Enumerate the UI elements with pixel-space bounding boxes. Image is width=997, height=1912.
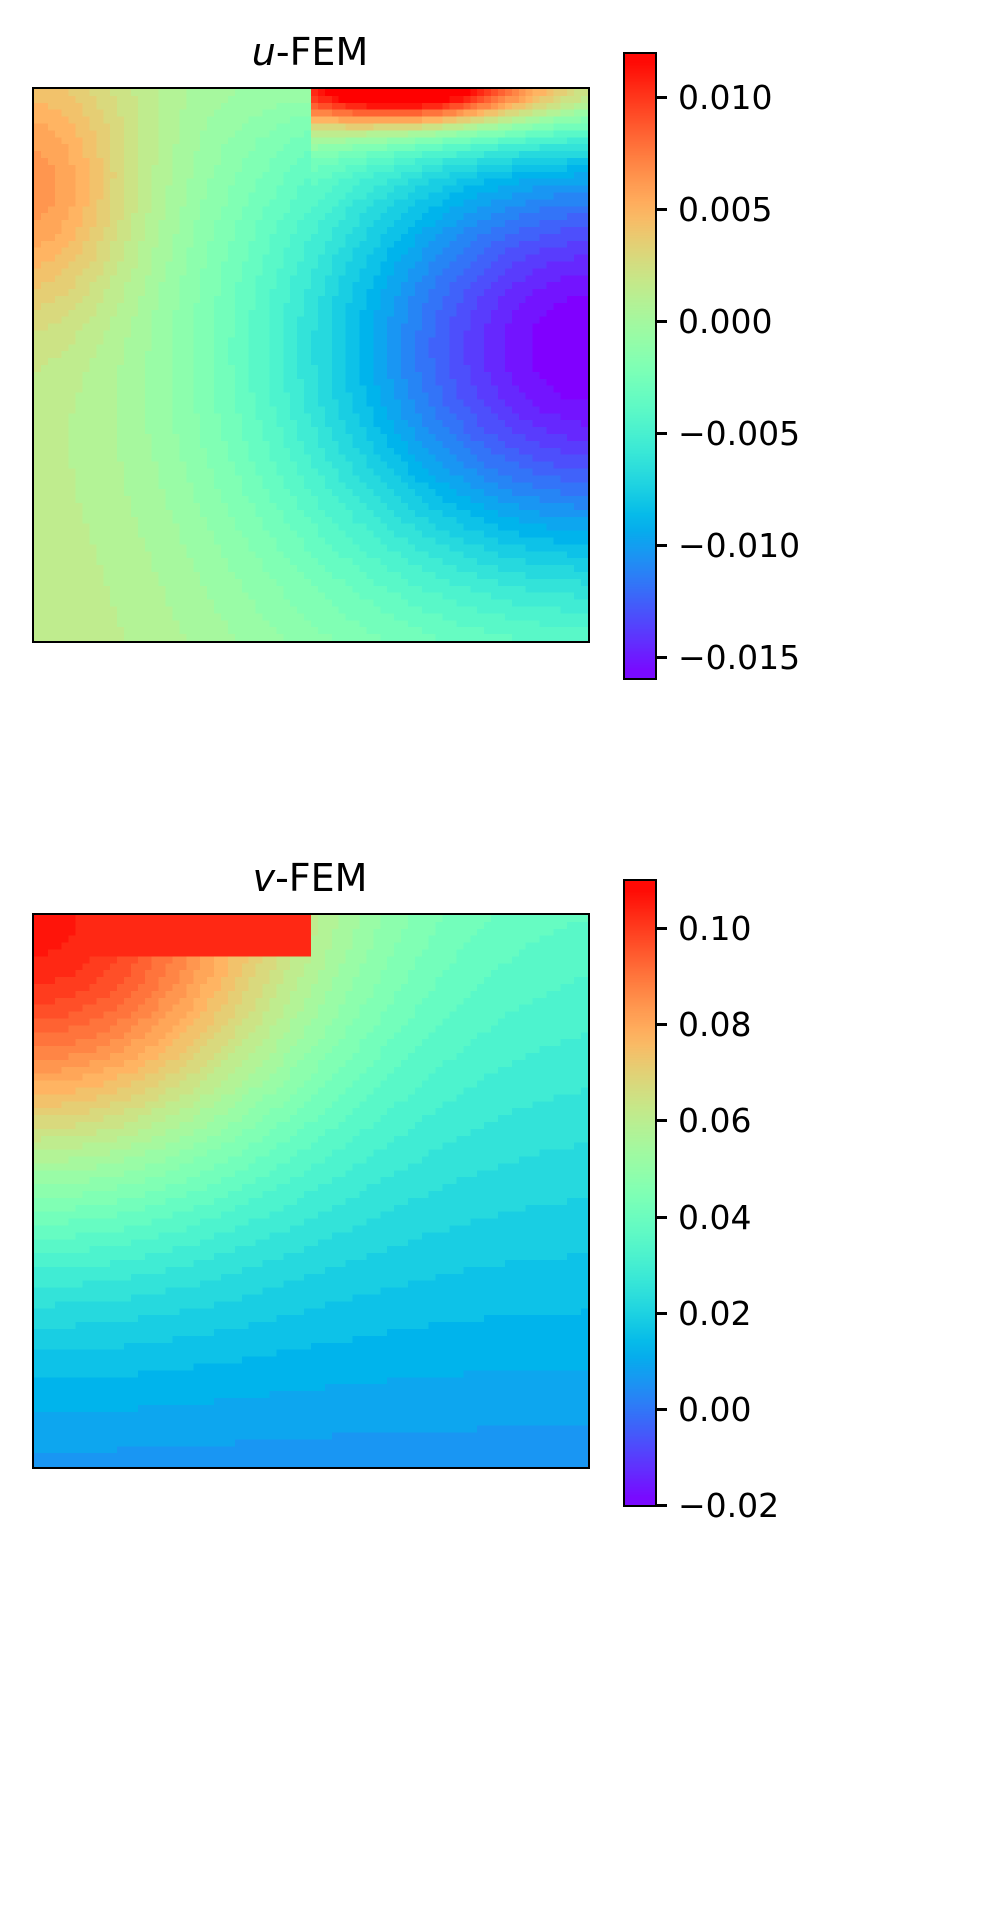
colorbar-tick	[655, 1023, 667, 1026]
colorbar-tick-label: 0.010	[678, 78, 773, 117]
heatmap-v-canvas	[34, 915, 588, 1467]
colorbar-tick	[655, 544, 667, 547]
panel-v-title-suffix: -FEM	[275, 856, 368, 900]
colorbar-tick-label: 0.02	[678, 1294, 752, 1333]
colorbar-u	[623, 52, 657, 680]
colorbar-tick-label: 0.000	[678, 302, 773, 341]
colorbar-tick	[655, 1504, 667, 1507]
colorbar-tick-label: −0.02	[678, 1486, 780, 1525]
colorbar-tick-label: 0.005	[678, 190, 773, 229]
colorbar-tick-label: 0.10	[678, 909, 752, 948]
panel-v-title-var: v	[252, 856, 276, 900]
panel-u-title: u-FEM	[32, 30, 588, 74]
colorbar-tick-label: 0.06	[678, 1101, 752, 1140]
colorbar-tick	[655, 432, 667, 435]
colorbar-tick-label: 0.04	[678, 1198, 752, 1237]
colorbar-v-gradient	[625, 881, 655, 1505]
colorbar-tick-label: 0.00	[678, 1390, 752, 1429]
colorbar-tick	[655, 1312, 667, 1315]
heatmap-v	[32, 913, 590, 1469]
colorbar-tick	[655, 1216, 667, 1219]
colorbar-tick	[655, 656, 667, 659]
colorbar-tick	[655, 320, 667, 323]
panel-u-title-var: u	[251, 30, 276, 74]
colorbar-u-gradient	[625, 54, 655, 678]
colorbar-tick-label: 0.08	[678, 1005, 752, 1044]
colorbar-tick	[655, 96, 667, 99]
colorbar-tick	[655, 1119, 667, 1122]
colorbar-tick	[655, 208, 667, 211]
colorbar-tick	[655, 1408, 667, 1411]
panel-v-title: v-FEM	[32, 856, 588, 900]
panel-u-title-suffix: -FEM	[275, 30, 369, 74]
colorbar-v	[623, 879, 657, 1507]
heatmap-u	[32, 87, 590, 643]
colorbar-tick-label: −0.015	[678, 638, 801, 677]
colorbar-tick-label: −0.005	[678, 414, 801, 453]
colorbar-tick	[655, 927, 667, 930]
heatmap-u-canvas	[34, 89, 588, 641]
colorbar-tick-label: −0.010	[678, 526, 801, 565]
